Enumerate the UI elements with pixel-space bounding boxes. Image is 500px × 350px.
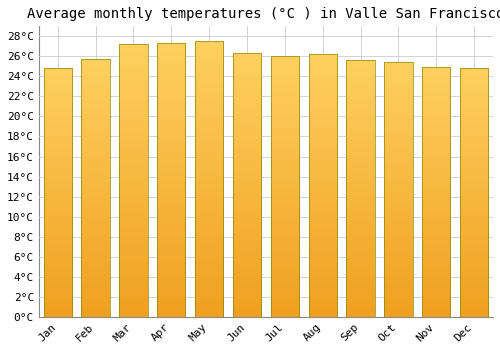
Bar (44, 68, 72, 317)
Bar (233, 53, 261, 317)
Bar (82, 60, 110, 317)
Bar (346, 60, 375, 317)
Bar (233, 53, 261, 317)
Bar (308, 54, 337, 317)
Bar (195, 41, 224, 317)
Title: Average monthly temperatures (°C ) in Valle San Francisco: Average monthly temperatures (°C ) in Va… (27, 7, 500, 21)
Bar (195, 41, 224, 317)
Bar (119, 44, 148, 317)
Bar (460, 68, 488, 317)
Bar (119, 44, 148, 317)
Bar (157, 43, 186, 317)
Bar (422, 67, 450, 317)
Bar (44, 68, 72, 317)
Bar (422, 67, 450, 317)
Bar (157, 43, 186, 317)
Bar (384, 62, 412, 317)
Bar (384, 62, 412, 317)
Bar (270, 56, 299, 317)
Bar (308, 54, 337, 317)
Bar (82, 60, 110, 317)
Bar (460, 68, 488, 317)
Bar (346, 60, 375, 317)
Bar (270, 56, 299, 317)
